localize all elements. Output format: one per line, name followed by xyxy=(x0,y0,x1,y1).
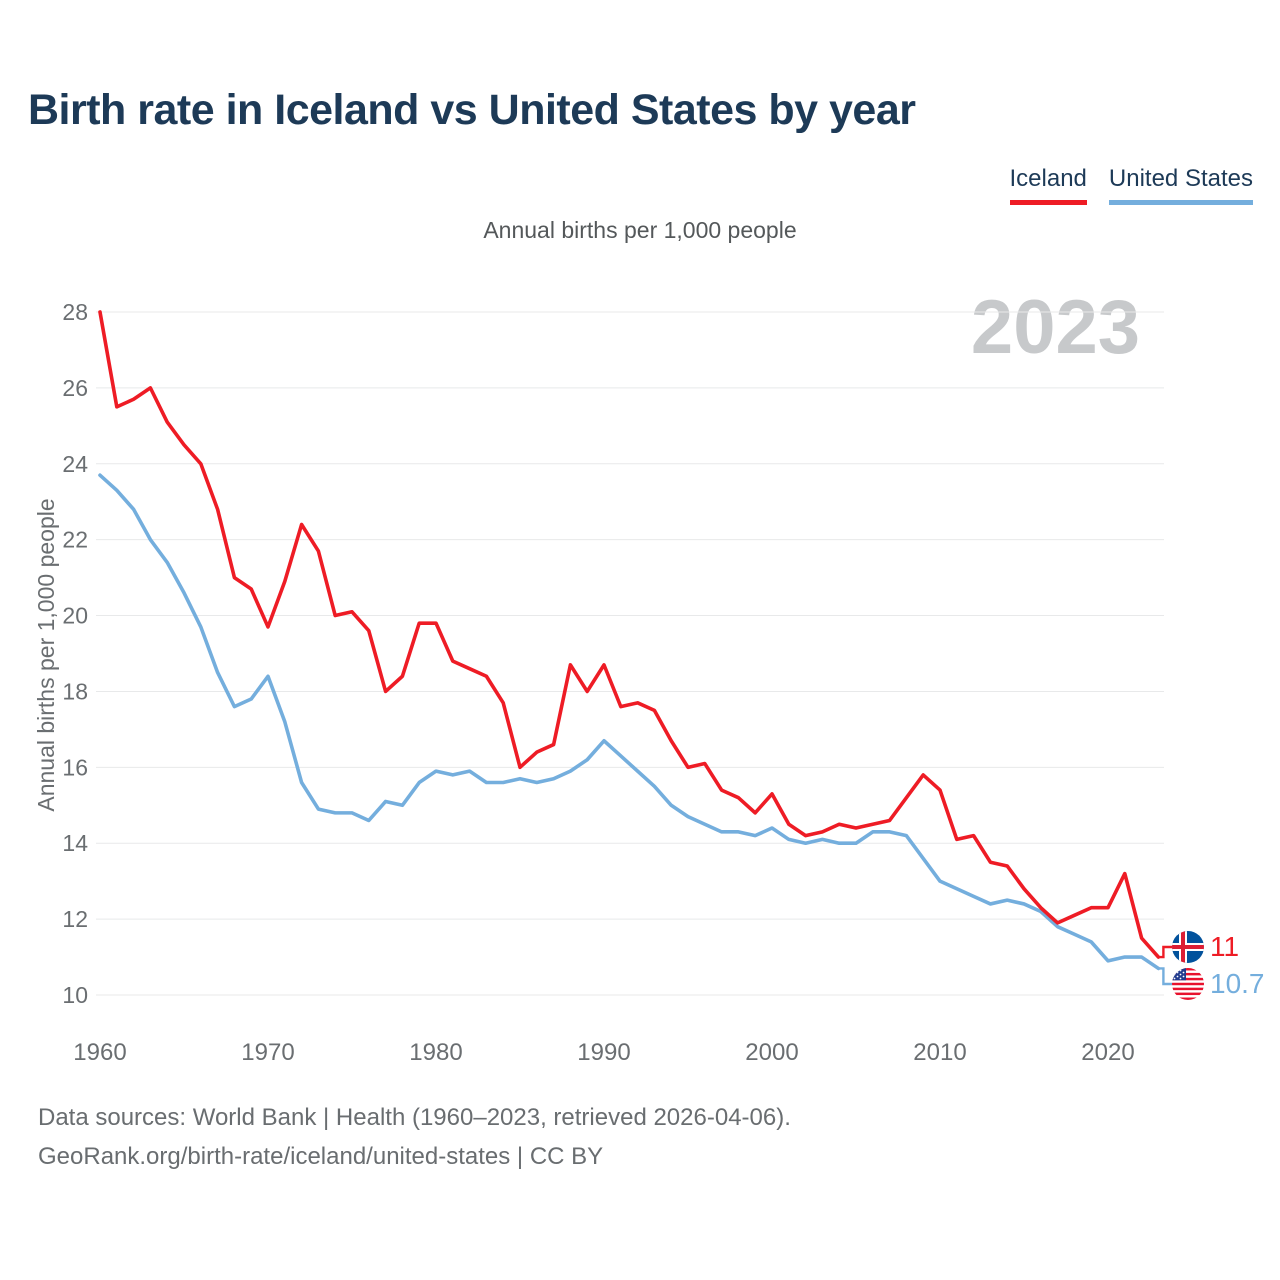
y-tick-label: 22 xyxy=(62,527,88,553)
x-tick-label: 2000 xyxy=(745,1039,798,1066)
x-tick-label: 1980 xyxy=(409,1039,462,1066)
x-tick-label: 1990 xyxy=(577,1039,630,1066)
legend: Iceland United States xyxy=(1009,165,1253,205)
legend-label-united-states: United States xyxy=(1108,165,1253,192)
y-tick-label: 16 xyxy=(62,754,88,780)
gridlines xyxy=(96,311,1164,996)
line-iceland[interactable] xyxy=(98,310,1161,959)
line-united-states[interactable] xyxy=(98,473,1161,971)
iceland-end-value: 11 xyxy=(1210,931,1240,962)
y-tick-labels: 28 26 24 22 20 18 16 14 12 10 xyxy=(62,299,88,1008)
legend-item-iceland[interactable]: Iceland xyxy=(1009,165,1087,205)
x-tick-label: 1970 xyxy=(241,1039,294,1066)
y-tick-label: 18 xyxy=(62,678,88,704)
footer-data-sources: Data sources: World Bank | Health (1960–… xyxy=(38,1104,791,1131)
y-tick-label: 24 xyxy=(62,451,88,477)
y-tick-label: 26 xyxy=(62,375,88,401)
iceland-connector xyxy=(1158,945,1173,959)
us-flag-icon xyxy=(1172,968,1204,1000)
legend-item-united-states[interactable]: United States xyxy=(1108,165,1253,205)
end-connectors xyxy=(1158,945,1173,986)
chart-subtitle: Annual births per 1,000 people xyxy=(483,217,797,243)
y-tick-label: 28 xyxy=(62,299,88,325)
y-tick-label: 14 xyxy=(62,830,88,856)
x-tick-label: 1960 xyxy=(73,1039,126,1066)
us-connector xyxy=(1158,967,1173,986)
legend-label-iceland: Iceland xyxy=(1009,165,1087,192)
series-iceland[interactable] xyxy=(98,310,1161,959)
y-tick-label: 12 xyxy=(62,906,88,932)
x-tick-label: 2010 xyxy=(913,1039,966,1066)
series-united-states[interactable] xyxy=(98,473,1161,971)
iceland-flag-icon xyxy=(1172,931,1204,963)
footer-attribution: GeoRank.org/birth-rate/iceland/united-st… xyxy=(38,1143,604,1170)
x-tick-labels: 1960 1970 1980 1990 2000 2010 2020 xyxy=(73,1039,1134,1066)
y-tick-label: 10 xyxy=(62,982,88,1008)
x-tick-label: 2020 xyxy=(1081,1039,1134,1066)
page-title: Birth rate in Iceland vs United States b… xyxy=(28,86,916,134)
y-tick-label: 20 xyxy=(62,603,88,629)
footer: Data sources: World Bank | Health (1960–… xyxy=(38,1098,791,1176)
year-watermark: 2023 xyxy=(970,285,1140,370)
us-end-value: 10.7 xyxy=(1210,968,1265,999)
